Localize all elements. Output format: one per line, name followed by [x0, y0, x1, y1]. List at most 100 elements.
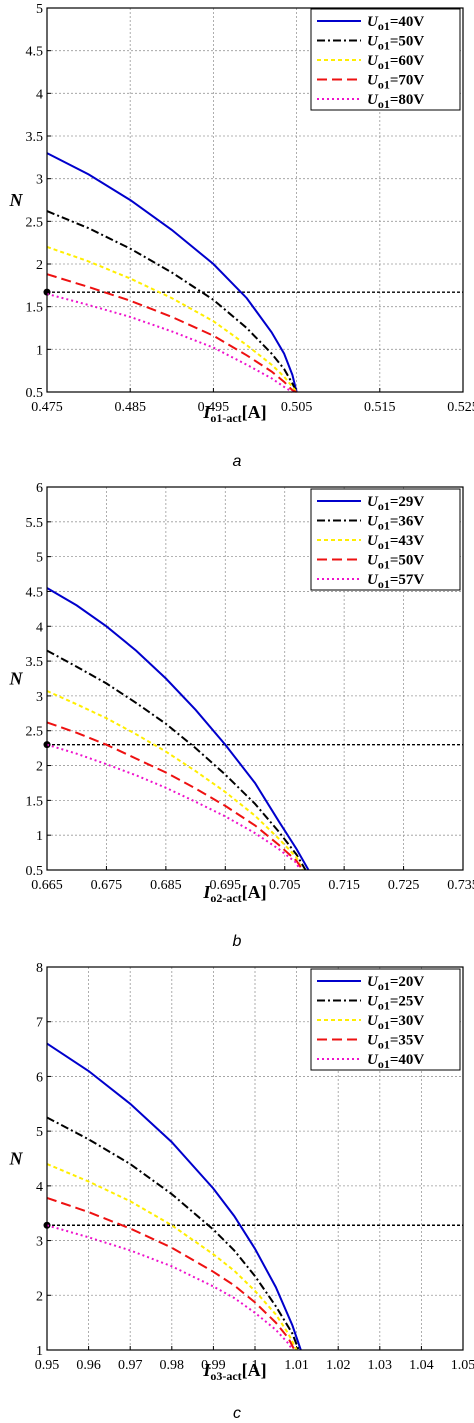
y-tick-label: 4	[36, 620, 43, 635]
y-tick-label: 1.5	[26, 301, 44, 316]
x-tick-label: 0.665	[31, 878, 63, 893]
legend-label: Uo1=57V	[367, 572, 424, 591]
y-axis-label: N	[9, 1149, 24, 1169]
x-tick-label: 1.04	[409, 1358, 434, 1373]
x-tick-label: 0.705	[269, 878, 301, 893]
y-axis-label: N	[9, 669, 24, 689]
x-tick-label: 0.97	[118, 1358, 143, 1373]
y-tick-label: 2	[36, 258, 43, 273]
chart-c: 0.95 0.96 0.97 0.98 0.99 1 1.01 1.02 1.03 1.04 1.0…	[9, 961, 474, 1422]
series-line-2	[46, 649, 307, 871]
legend-label: Uo1=50V	[367, 34, 424, 53]
x-axis-label: Io1-act[A]	[202, 402, 266, 425]
legend-box	[310, 488, 461, 591]
y-tick-label: 1	[36, 829, 43, 844]
x-tick-label: 0.725	[388, 878, 420, 893]
axes-frame	[46, 486, 464, 871]
x-tick-label: 0.95	[35, 1358, 60, 1373]
y-tick-label: 0.5	[26, 864, 44, 879]
y-tick-label: 1	[36, 1344, 43, 1359]
y-tick-label: 4.5	[26, 45, 44, 60]
x-tick-label: 0.715	[328, 878, 360, 893]
legend-label: Uo1=50V	[367, 553, 424, 572]
x-tick-label: 0.96	[76, 1358, 101, 1373]
y-tick-label: 2	[36, 760, 43, 775]
axes-frame	[46, 7, 464, 393]
legend-box	[310, 968, 461, 1071]
y-tick-label: 3	[36, 690, 43, 705]
legend-label: Uo1=80V	[367, 92, 424, 111]
legend-label: Uo1=40V	[367, 1052, 424, 1071]
y-tick-label: 3	[36, 173, 43, 188]
x-axis-label: Io3-act[A]	[202, 1360, 266, 1383]
y-tick-label: 5.5	[26, 516, 44, 531]
x-tick-label: 0.485	[114, 400, 146, 415]
x-tick-label: 0.695	[210, 878, 242, 893]
series-line-3	[46, 245, 298, 393]
series-line-2	[46, 210, 298, 393]
y-tick-label: 5	[36, 551, 43, 566]
y-tick-label: 3.5	[26, 655, 44, 670]
y-tick-label: 4	[36, 87, 43, 102]
legend-label: Uo1=30V	[367, 1013, 424, 1032]
y-tick-label: 4.5	[26, 585, 44, 600]
y-tick-label: 5	[36, 2, 43, 17]
x-tick-label: 0.525	[447, 400, 474, 415]
series-line-3	[46, 1163, 298, 1351]
legend-label: Uo1=43V	[367, 533, 424, 552]
y-tick-label: 3.5	[26, 130, 44, 145]
legend-label: Uo1=40V	[367, 14, 424, 33]
y-tick-label: 5	[36, 1125, 43, 1140]
chart-b: 0.665 0.675 0.685 0.695 0.705 0.715 0.725 0.735…	[9, 481, 474, 950]
x-tick-label: 1.03	[368, 1358, 393, 1373]
y-tick-label: 4	[36, 1180, 43, 1195]
legend-label: Uo1=60V	[367, 53, 424, 72]
y-tick-label: 6	[36, 1070, 43, 1085]
panel-caption: b	[233, 933, 242, 950]
y-axis-label: N	[9, 190, 24, 210]
x-tick-label: 1.02	[326, 1358, 351, 1373]
x-tick-label: 1	[252, 1358, 259, 1373]
series-line-1	[46, 587, 310, 871]
x-tick-label: 0.675	[91, 878, 123, 893]
series-line-4	[46, 273, 297, 393]
legend-label: Uo1=70V	[367, 73, 424, 92]
series-line-4	[46, 721, 304, 871]
y-tick-label: 1	[36, 343, 43, 358]
series-line-2	[46, 1116, 300, 1351]
panel-caption: a	[233, 453, 242, 470]
axes-frame	[46, 966, 464, 1351]
panel-caption: c	[233, 1405, 241, 1422]
x-tick-label: 0.515	[364, 400, 396, 415]
chart-a: 0.475 0.485 0.495 0.505 0.515 0.525 0.5 1 1.5 2 2.…	[9, 2, 474, 470]
legend-label: Uo1=29V	[367, 494, 424, 513]
x-tick-label: 0.505	[281, 400, 313, 415]
y-tick-label: 0.5	[26, 386, 44, 401]
legend-box	[310, 8, 461, 111]
y-tick-label: 2	[36, 1289, 43, 1304]
series-line-5	[46, 1224, 294, 1351]
legend-label: Uo1=25V	[367, 994, 424, 1013]
series-line-5	[46, 292, 293, 393]
y-tick-label: 2.5	[26, 215, 44, 230]
y-tick-label: 6	[36, 481, 43, 496]
x-tick-label: 1.05	[451, 1358, 474, 1373]
legend-label: Uo1=35V	[367, 1033, 424, 1052]
y-tick-label: 2.5	[26, 725, 44, 740]
x-axis-label: Io2-act[A]	[202, 882, 266, 905]
series-line-1	[46, 152, 298, 393]
x-tick-label: 0.495	[198, 400, 230, 415]
x-tick-label: 0.98	[160, 1358, 185, 1373]
legend-label: Uo1=36V	[367, 514, 424, 533]
x-tick-label: 0.735	[447, 878, 474, 893]
y-tick-label: 3	[36, 1235, 43, 1250]
y-tick-label: 7	[36, 1016, 43, 1031]
x-tick-label: 1.01	[284, 1358, 309, 1373]
series-line-3	[46, 690, 304, 871]
legend-label: Uo1=20V	[367, 974, 424, 993]
y-tick-label: 8	[36, 961, 43, 976]
